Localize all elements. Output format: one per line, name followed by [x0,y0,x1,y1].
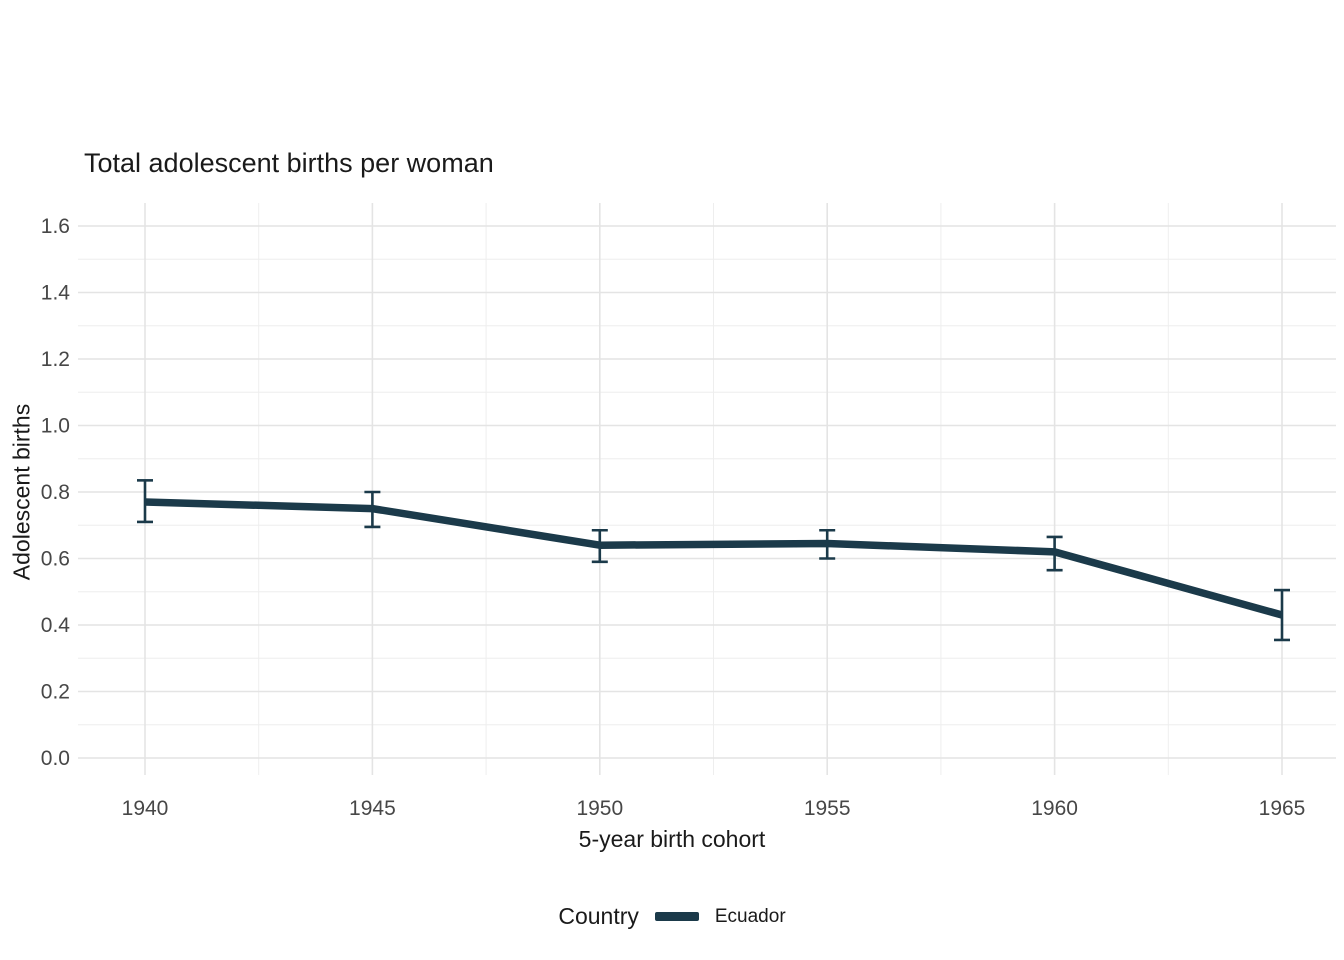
svg-text:1960: 1960 [1031,797,1078,820]
svg-text:1955: 1955 [804,797,851,820]
svg-text:1940: 1940 [122,797,169,820]
svg-text:1950: 1950 [576,797,623,820]
legend: Country Ecuador [0,903,1344,930]
svg-text:0.4: 0.4 [41,614,71,637]
series-line [144,498,1284,619]
gridlines-major [78,203,1336,775]
error-bars [137,479,1290,642]
svg-text:0.2: 0.2 [41,681,70,704]
svg-text:0.0: 0.0 [41,747,70,770]
legend-label-ecuador: Ecuador [714,905,786,927]
x-tick-labels: 1940 1945 1950 1955 1960 1965 [122,797,1306,820]
svg-text:1965: 1965 [1259,797,1306,820]
legend-title: Country [558,903,639,929]
svg-text:1.2: 1.2 [41,348,70,371]
legend-swatch-ecuador [654,912,699,921]
svg-text:1945: 1945 [349,797,396,820]
svg-text:1.4: 1.4 [41,282,71,305]
x-axis-title: 5-year birth cohort [578,826,766,852]
svg-text:1.6: 1.6 [41,215,70,238]
gridlines-minor [78,203,1336,775]
svg-text:0.8: 0.8 [41,481,70,504]
y-tick-labels: 0.0 0.2 0.4 0.6 0.8 1.0 1.2 1.4 1.6 [41,215,71,770]
chart-title: Total adolescent births per woman [84,148,494,178]
y-axis-title: Adolescent births [8,403,35,581]
svg-text:0.6: 0.6 [41,548,70,571]
svg-text:1.0: 1.0 [41,415,70,438]
